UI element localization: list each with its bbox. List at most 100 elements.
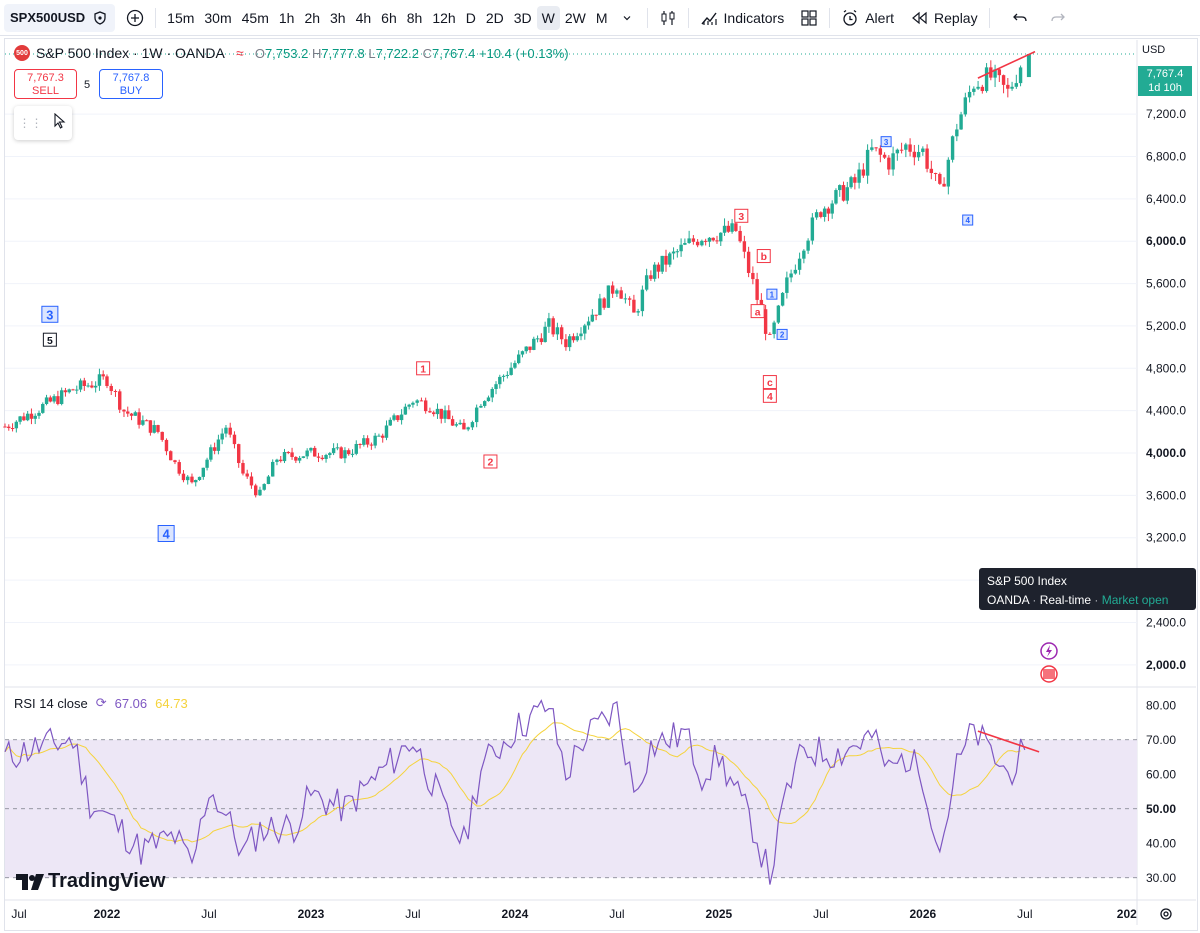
wave-label-box bbox=[776, 328, 788, 340]
rsi-label[interactable]: RSI 14 close bbox=[14, 695, 88, 711]
candle bbox=[687, 230, 691, 244]
candle bbox=[636, 308, 640, 316]
redo-icon[interactable] bbox=[1044, 5, 1072, 31]
interval-8h[interactable]: 8h bbox=[406, 9, 423, 26]
price-tick-label: 5,200.0 bbox=[1146, 319, 1186, 333]
chevron-down-icon[interactable] bbox=[613, 5, 641, 31]
price-tick-label: 4,400.0 bbox=[1146, 404, 1186, 418]
candle bbox=[539, 333, 544, 345]
sell-button[interactable]: 7,767.3 SELL bbox=[14, 69, 77, 99]
tooltip-source: OANDA bbox=[987, 593, 1030, 607]
candle bbox=[822, 206, 827, 222]
settings-gear-icon[interactable] bbox=[1158, 906, 1174, 927]
candle bbox=[908, 138, 912, 157]
candle bbox=[887, 155, 891, 175]
candle bbox=[959, 111, 963, 130]
candle bbox=[679, 238, 683, 257]
time-axis-label: Jul bbox=[11, 907, 26, 921]
refresh-icon[interactable]: ⟳ bbox=[95, 695, 107, 710]
cursor-arrow-icon[interactable] bbox=[52, 112, 68, 134]
symbol-label: SPX500USD bbox=[10, 10, 86, 25]
replay-button[interactable]: Replay bbox=[905, 5, 983, 31]
candle bbox=[967, 85, 972, 103]
candle bbox=[802, 249, 806, 264]
bar-countdown: 1d 10h bbox=[1148, 82, 1182, 94]
alert-button[interactable]: Alert bbox=[836, 5, 899, 31]
candle bbox=[590, 309, 595, 323]
candle bbox=[122, 409, 126, 418]
toolbar-divider bbox=[155, 7, 157, 28]
candle bbox=[671, 247, 676, 260]
candle bbox=[148, 420, 153, 436]
price-tick-label: 4,000.0 bbox=[1146, 446, 1186, 460]
interval-m[interactable]: M bbox=[595, 9, 608, 26]
candle bbox=[331, 443, 336, 456]
toolbar-divider bbox=[988, 7, 990, 28]
candle bbox=[984, 63, 989, 93]
interval-15m[interactable]: 15m bbox=[167, 9, 195, 26]
layout-grid-icon[interactable] bbox=[795, 5, 823, 31]
candle bbox=[656, 262, 661, 279]
interval-4h[interactable]: 4h bbox=[355, 9, 372, 26]
interval-d[interactable]: D bbox=[465, 9, 476, 26]
candle bbox=[989, 60, 993, 81]
indicators-button[interactable]: Indicators bbox=[695, 5, 790, 31]
interval-3h[interactable]: 3h bbox=[330, 9, 346, 26]
legend-title[interactable]: S&P 500 Index · 1W · OANDA bbox=[36, 45, 225, 61]
candle bbox=[447, 405, 451, 420]
current-candle bbox=[1026, 54, 1031, 78]
time-axis-label: Jul bbox=[813, 907, 828, 921]
interval-list: 15m 30m 45m 1h 2h 3h 4h 6h 8h 12h D 2D 3D W 2W M bbox=[162, 5, 612, 30]
candle bbox=[610, 281, 615, 298]
wave-label: 2 bbox=[488, 458, 494, 469]
currency-label[interactable]: USD bbox=[1142, 44, 1166, 56]
interval-w[interactable]: W bbox=[536, 5, 560, 30]
toolbar-divider bbox=[646, 7, 648, 28]
candle bbox=[547, 312, 551, 333]
candle bbox=[830, 200, 834, 219]
candle bbox=[44, 394, 49, 406]
candle bbox=[224, 424, 228, 438]
candle bbox=[335, 443, 340, 451]
candle bbox=[415, 399, 419, 407]
candles-icon[interactable] bbox=[654, 5, 682, 31]
candle bbox=[294, 456, 298, 464]
candle bbox=[37, 410, 41, 419]
candle bbox=[972, 86, 976, 96]
price-tick-label: 3,200.0 bbox=[1146, 531, 1186, 545]
time-axis-label: 2022 bbox=[94, 907, 121, 921]
sell-price: 7,767.3 bbox=[27, 72, 64, 84]
candle bbox=[479, 403, 483, 409]
candle bbox=[373, 432, 377, 449]
time-axis-label: Jul bbox=[201, 907, 216, 921]
candle bbox=[381, 433, 385, 443]
interval-12h[interactable]: 12h bbox=[432, 9, 456, 26]
candle bbox=[768, 332, 772, 335]
candle bbox=[403, 403, 408, 415]
toolbar-divider bbox=[829, 7, 831, 28]
symbol-search-button[interactable]: SPX500USD bbox=[4, 3, 116, 32]
candle bbox=[675, 249, 680, 258]
candle bbox=[997, 68, 1002, 82]
interval-6h[interactable]: 6h bbox=[381, 9, 397, 26]
candle bbox=[271, 459, 275, 477]
candle bbox=[407, 403, 411, 410]
candle bbox=[399, 409, 404, 425]
candle bbox=[904, 142, 908, 158]
interval-3d[interactable]: 3D bbox=[513, 9, 532, 26]
interval-2h[interactable]: 2h bbox=[304, 9, 321, 26]
candle bbox=[606, 285, 611, 308]
candle bbox=[177, 459, 181, 476]
interval-45m[interactable]: 45m bbox=[241, 9, 269, 26]
buy-button[interactable]: 7,767.8 BUY bbox=[99, 69, 163, 99]
interval-30m[interactable]: 30m bbox=[204, 9, 232, 26]
candle bbox=[428, 407, 432, 413]
interval-2d[interactable]: 2D bbox=[485, 9, 504, 26]
drag-handle-icon[interactable]: ⋮⋮ bbox=[18, 116, 43, 130]
add-symbol-icon[interactable] bbox=[121, 5, 149, 31]
undo-icon[interactable] bbox=[1006, 5, 1034, 31]
interval-2w[interactable]: 2W bbox=[564, 9, 586, 26]
candle bbox=[466, 426, 470, 432]
interval-1h[interactable]: 1h bbox=[278, 9, 295, 26]
